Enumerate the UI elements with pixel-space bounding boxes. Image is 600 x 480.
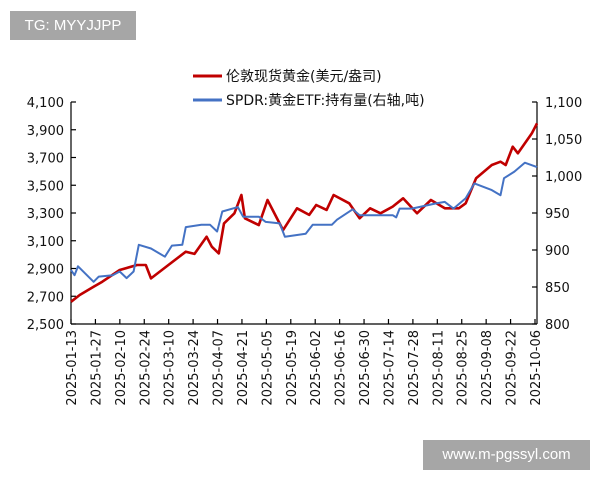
watermark-top-left: TG: MYYJJPP: [10, 11, 136, 40]
x-axis-tick-label: 2025-09-22: [505, 330, 520, 406]
right-axis-tick-label: 1,050: [545, 133, 582, 148]
x-axis-tick-label: 2025-04-21: [236, 330, 251, 406]
watermark-bottom-right: www.m-pgssyl.com: [423, 440, 590, 470]
right-axis-tick-label: 950: [545, 207, 570, 222]
x-axis-tick-label: 2025-08-11: [431, 330, 446, 406]
x-axis-tick-label: 2025-01-13: [65, 330, 80, 406]
x-axis-tick-label: 2025-08-25: [456, 330, 471, 406]
plot-area: [70, 122, 539, 303]
right-axis-tick-label: 850: [545, 281, 570, 296]
x-axis-tick-label: 2025-03-10: [163, 330, 178, 406]
x-axis-tick-label: 2025-03-24: [187, 330, 202, 406]
legend-label-spdr: SPDR:黄金ETF:持有量(右轴,吨): [226, 92, 425, 109]
right-axis-tick-label: 1,100: [545, 96, 582, 111]
x-axis-tick-label: 2025-09-08: [480, 330, 495, 406]
x-axis-tick-label: 2025-06-16: [334, 330, 349, 406]
left-axis-tick-label: 2,700: [27, 290, 64, 305]
left-axis-tick-label: 3,300: [27, 207, 64, 222]
x-axis-tick-label: 2025-07-14: [382, 330, 397, 406]
series-line-spdr-holdings: [70, 161, 538, 283]
x-axis-tick-label: 2025-02-24: [138, 330, 153, 406]
x-axis-tick-label: 2025-06-02: [309, 330, 324, 406]
x-axis-tick-label: 2025-06-30: [358, 330, 373, 406]
left-axis-tick-label: 2,500: [27, 318, 64, 333]
x-axis-tick-label: 2025-04-07: [212, 330, 227, 406]
right-axis-tick-label: 900: [545, 244, 570, 259]
legend: 伦敦现货黄金(美元/盎司) SPDR:黄金ETF:持有量(右轴,吨): [193, 68, 425, 109]
x-axis-tick-label: 2025-10-06: [529, 330, 544, 406]
axes: 2,500 2,700 2,900 3,100 3,300 3,500 3,700 3,900…: [27, 96, 582, 406]
legend-label-gold: 伦敦现货黄金(美元/盎司): [226, 68, 382, 85]
x-axis-tick-label: 2025-02-10: [114, 330, 129, 406]
right-axis-tick-label: 1,000: [545, 170, 582, 185]
right-axis-tick-label: 800: [545, 318, 570, 333]
left-axis-tick-label: 3,500: [27, 179, 64, 194]
left-axis-tick-label: 2,900: [27, 263, 64, 278]
left-axis-tick-label: 3,100: [27, 235, 64, 250]
x-axis-tick-label: 2025-07-28: [407, 330, 422, 406]
x-axis-tick-label: 2025-05-19: [285, 330, 300, 406]
x-axis-tick-label: 2025-05-05: [260, 330, 275, 406]
series-line-gold-price: [70, 122, 539, 303]
left-axis-tick-label: 3,700: [27, 152, 64, 167]
left-axis-tick-label: 4,100: [27, 96, 64, 111]
left-axis-tick-label: 3,900: [27, 124, 64, 139]
x-axis-tick-label: 2025-01-27: [89, 330, 104, 406]
